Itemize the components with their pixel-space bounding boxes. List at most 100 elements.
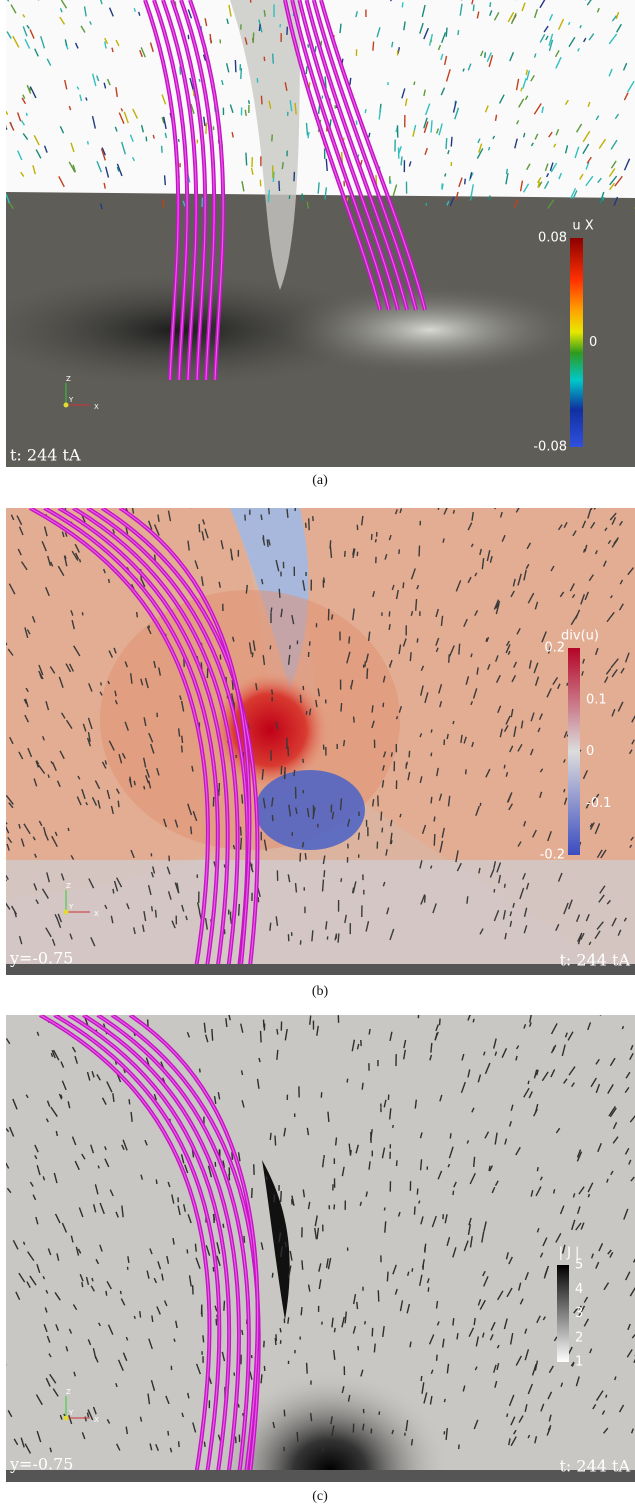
vector-arrow	[281, 1191, 282, 1202]
vector-arrow	[332, 615, 333, 620]
vector-arrow	[389, 624, 390, 630]
vector-arrow	[305, 853, 306, 860]
vector-arrow	[409, 751, 410, 757]
axis-label: Z	[66, 375, 71, 383]
vector-arrow	[507, 1414, 508, 1417]
vector-arrow	[345, 551, 346, 557]
vector-arrow	[252, 1188, 253, 1198]
vector-arrow	[134, 1316, 135, 1319]
vector-arrow	[288, 1317, 289, 1323]
vector-arrow	[446, 138, 447, 149]
vector-arrow	[367, 668, 368, 679]
vector-arrow	[178, 139, 179, 142]
vector-arrow	[350, 78, 351, 85]
vector-arrow	[152, 1316, 153, 1322]
vector-arrow	[326, 921, 327, 929]
vector-arrow	[375, 539, 376, 542]
vector-arrow	[240, 827, 241, 836]
vector-arrow	[336, 1137, 337, 1145]
vector-arrow	[26, 113, 27, 116]
vector-arrow	[290, 645, 291, 649]
vector-arrow	[129, 1099, 130, 1104]
vector-arrow	[330, 540, 331, 548]
vector-arrow	[277, 1050, 278, 1060]
time-label: t: 244 tA	[559, 1457, 630, 1476]
vector-arrow	[358, 833, 359, 840]
vector-arrow	[238, 1404, 239, 1408]
vector-arrow	[600, 1012, 601, 1016]
vector-arrow	[387, 1272, 388, 1282]
vector-arrow	[294, 770, 295, 776]
vector-arrow	[113, 889, 114, 894]
vector-arrow	[381, 812, 382, 821]
vector-arrow	[490, 2, 491, 7]
vector-arrow	[231, 556, 232, 560]
vector-arrow	[87, 1413, 88, 1418]
vector-arrow	[410, 652, 411, 661]
vector-arrow	[340, 24, 341, 33]
vector-arrow	[414, 1206, 415, 1214]
vector-arrow	[242, 1070, 243, 1075]
vector-arrow	[489, 196, 490, 201]
vector-arrow	[403, 582, 404, 588]
vector-arrow	[328, 1112, 329, 1122]
vector-arrow	[373, 799, 374, 806]
time-label: t: 244 tA	[559, 951, 630, 970]
vector-arrow	[264, 10, 265, 17]
vector-arrow	[306, 523, 307, 528]
vector-arrow	[203, 1335, 204, 1342]
vector-arrow	[309, 518, 310, 530]
vector-arrow	[277, 1029, 278, 1035]
vector-arrow	[204, 1442, 205, 1447]
vector-arrow	[272, 815, 273, 821]
vector-arrow	[179, 728, 180, 736]
vector-arrow	[411, 1439, 412, 1445]
vector-arrow	[165, 175, 166, 185]
vector-arrow	[521, 88, 522, 92]
vector-arrow	[434, 834, 435, 846]
vector-arrow	[417, 1188, 418, 1194]
vector-arrow	[431, 753, 432, 757]
vector-arrow	[374, 1344, 375, 1353]
vector-arrow	[199, 79, 200, 82]
colorbar-tick-label: 0.1	[586, 692, 607, 707]
vector-arrow	[199, 524, 200, 532]
vector-arrow	[378, 795, 379, 806]
slice-label: y=-0.75	[9, 949, 73, 968]
vector-arrow	[419, 1201, 420, 1204]
vector-arrow	[174, 1339, 175, 1342]
vector-arrow	[249, 100, 250, 104]
axis-label: X	[94, 910, 99, 918]
vector-arrow	[528, 1081, 529, 1084]
vector-arrow	[273, 54, 274, 64]
colorbar-tick-label: -0.08	[533, 440, 567, 455]
vector-arrow	[301, 1307, 302, 1315]
vector-arrow	[134, 781, 135, 785]
vector-arrow	[412, 1268, 413, 1272]
vector-arrow	[347, 1079, 348, 1083]
vector-arrow	[308, 132, 309, 138]
vector-arrow	[453, 1318, 454, 1325]
vector-arrow	[241, 838, 242, 850]
vector-arrow	[140, 1311, 141, 1317]
vector-arrow	[458, 30, 459, 35]
vector-arrow	[357, 1302, 358, 1309]
vector-arrow	[272, 689, 273, 694]
vector-arrow	[250, 0, 251, 3]
vector-arrow	[235, 60, 236, 72]
vector-arrow	[279, 181, 280, 191]
vector-arrow	[450, 1133, 451, 1138]
vector-arrow	[362, 1083, 363, 1090]
colorbar-tick-label: 0	[586, 744, 594, 759]
panel-c	[0, 1009, 635, 1509]
vector-arrow	[311, 1413, 312, 1421]
vector-arrow	[416, 599, 417, 611]
caption: (b)	[312, 984, 329, 999]
vector-arrow	[421, 1376, 422, 1381]
vector-arrow	[272, 1273, 273, 1278]
vector-arrow	[246, 585, 247, 594]
vector-arrow	[139, 12, 140, 16]
axis-y	[64, 403, 69, 408]
vector-arrow	[365, 109, 366, 113]
vector-arrow	[82, 612, 83, 615]
